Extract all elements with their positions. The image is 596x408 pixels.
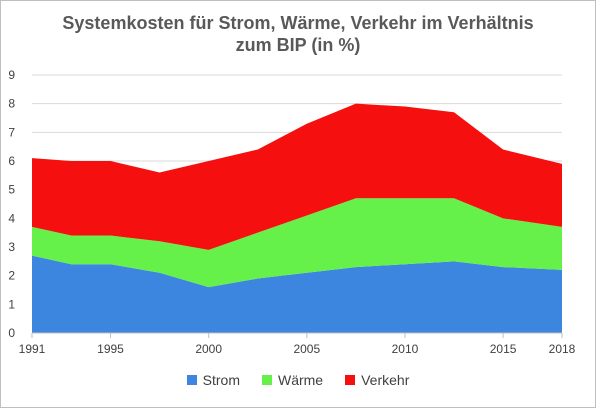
- y-tick-label-6: 6: [8, 154, 15, 168]
- chart-legend: Strom Wärme Verkehr: [0, 372, 596, 388]
- legend-item-1: Strom: [186, 372, 240, 388]
- y-tick-label-0: 0: [8, 326, 15, 340]
- x-tick-label-2000: 2000: [195, 342, 222, 356]
- y-tick-label-5: 5: [8, 183, 15, 197]
- legend-item-3: Verkehr: [345, 372, 409, 388]
- y-tick-label-4: 4: [8, 211, 15, 225]
- legend-label-2: Wärme: [277, 372, 324, 388]
- y-tick-label-2: 2: [8, 269, 15, 283]
- x-tick-label-2010: 2010: [392, 342, 419, 356]
- area-series-2: [32, 198, 562, 288]
- legend-swatch-2: [261, 375, 272, 385]
- y-tick-label-3: 3: [8, 240, 15, 254]
- x-tick-label-2018: 2018: [549, 342, 576, 356]
- legend-swatch-3: [345, 375, 356, 385]
- chart-title-line2: zum BIP (in %): [235, 35, 361, 55]
- y-tick-label-7: 7: [8, 125, 15, 139]
- area-series-3: [32, 103, 562, 250]
- x-tick-label-2005: 2005: [293, 342, 320, 356]
- y-tick-label-9: 9: [8, 68, 15, 82]
- y-tick-label-1: 1: [8, 297, 15, 311]
- y-tick-label-8: 8: [8, 97, 15, 111]
- legend-item-2: Wärme: [261, 372, 324, 388]
- chart-title-line1: Systemkosten für Strom, Wärme, Verkehr i…: [62, 13, 534, 33]
- legend-swatch-1: [186, 375, 197, 385]
- legend-label-1: Strom: [202, 372, 240, 388]
- x-tick-label-2015: 2015: [490, 342, 517, 356]
- legend-label-3: Verkehr: [361, 372, 410, 388]
- x-tick-label-1991: 1991: [19, 342, 46, 356]
- area-series-1: [32, 255, 562, 333]
- x-tick-label-1995: 1995: [97, 342, 124, 356]
